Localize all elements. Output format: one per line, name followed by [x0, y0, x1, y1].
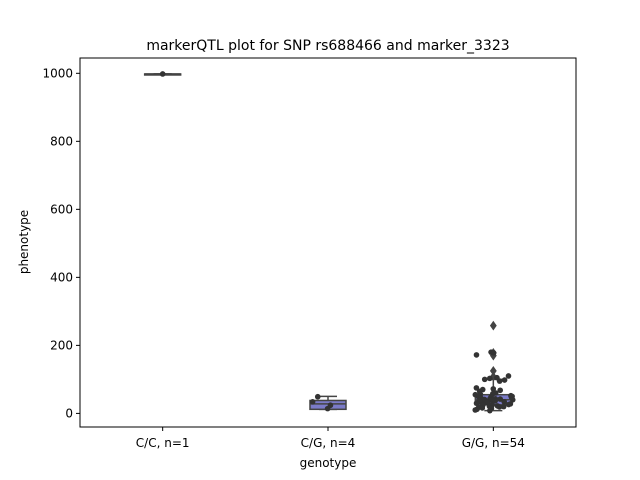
data-point: [500, 403, 507, 410]
data-point: [472, 407, 479, 413]
outlier-point: [489, 320, 497, 331]
data-point: [492, 398, 499, 404]
x-tick-label: C/C, n=1: [136, 436, 190, 450]
data-point: [496, 378, 503, 384]
data-point: [497, 396, 504, 402]
data-point: [487, 407, 493, 414]
data-point: [473, 352, 480, 358]
strip-points: [309, 393, 334, 412]
x-tick-label: C/G, n=4: [301, 436, 356, 450]
data-point: [497, 387, 504, 394]
y-tick-label: 600: [50, 202, 73, 216]
data-point: [327, 402, 334, 409]
data-point: [490, 386, 497, 392]
data-point: [496, 404, 503, 410]
strip-points: [159, 71, 166, 77]
data-point: [505, 373, 512, 379]
data-point: [473, 400, 480, 406]
plot-area: [143, 71, 516, 414]
x-tick-label: G/G, n=54: [462, 436, 525, 450]
data-point: [501, 377, 508, 383]
data-point: [501, 399, 508, 405]
y-tick-label: 0: [65, 406, 73, 420]
data-point: [509, 396, 516, 403]
data-point: [309, 399, 316, 405]
data-point: [314, 393, 321, 400]
data-point: [159, 71, 166, 77]
y-tick-label: 800: [50, 134, 73, 148]
data-point: [490, 350, 497, 356]
strip-points: [472, 349, 516, 414]
y-axis: 0 200 400 600 800 1000: [42, 66, 80, 420]
x-axis-label: genotype: [300, 456, 357, 470]
outlier-point: [489, 366, 497, 376]
data-point: [486, 375, 493, 382]
chart-title: markerQTL plot for SNP rs688466 and mark…: [146, 38, 509, 54]
data-point: [481, 376, 488, 383]
y-tick-label: 1000: [42, 66, 73, 80]
data-point: [505, 401, 512, 408]
y-axis-label: phenotype: [17, 210, 31, 274]
x-axis: C/C, n=1 C/G, n=4 G/G, n=54: [136, 427, 525, 450]
data-point: [479, 405, 486, 411]
y-tick-label: 400: [50, 270, 73, 284]
y-tick-label: 200: [50, 338, 73, 352]
